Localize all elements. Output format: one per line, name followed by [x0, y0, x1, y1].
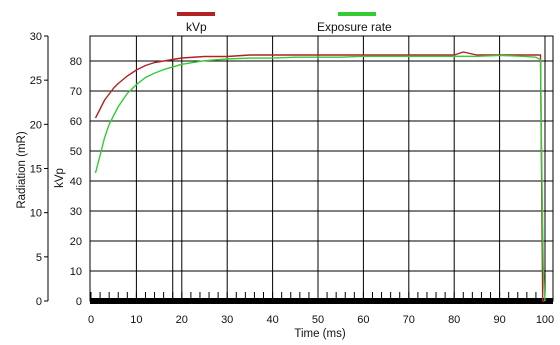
radiation-tick-label: 15: [30, 164, 42, 176]
time-tick-label: 40: [266, 314, 278, 326]
kvp-tick-label: 80: [70, 56, 82, 68]
plot-area: [89, 35, 554, 302]
radiation-tick-label: 20: [30, 119, 42, 131]
legend-swatch-exposure-rate: [338, 12, 376, 16]
radiation-tick-label: 30: [30, 31, 42, 43]
y-axis-title-radiation: Radiation (mR): [16, 131, 28, 208]
radiation-tick-label: 5: [36, 252, 42, 264]
kvp-tick-label: 10: [70, 266, 82, 278]
legend-swatch-kvp: [177, 12, 215, 16]
time-tick-label: 50: [312, 314, 324, 326]
kvp-tick-label: 50: [70, 146, 82, 158]
time-tick-label: 60: [357, 314, 369, 326]
kvp-tick-label: 70: [70, 86, 82, 98]
kvp-axis: 0 10 20 30 40 50 60 70 80: [70, 56, 82, 308]
time-tick-label: 0: [88, 314, 94, 326]
time-tick-label: 70: [403, 314, 415, 326]
time-tick-label: 10: [130, 314, 142, 326]
time-tick-label: 20: [176, 314, 188, 326]
timeline-bar-fill: [90, 298, 553, 304]
legend-label-exposure-rate: Exposure rate: [317, 20, 392, 34]
kvp-tick-label: 30: [70, 206, 82, 218]
kvp-tick-label: 40: [70, 176, 82, 188]
legend: kVp Exposure rate: [177, 12, 392, 34]
radiation-axis: 0 5 10 15 20 25 30: [30, 31, 49, 308]
series-group: [94, 51, 546, 302]
kvp-tick-label: 60: [70, 116, 82, 128]
radiation-tick-label: 10: [30, 208, 42, 220]
time-tick-label: 90: [493, 314, 505, 326]
timeline-bar: [90, 292, 553, 304]
time-tick-label: 80: [448, 314, 460, 326]
time-axis: 0 10 20 30 40 50 60 70 80 90 100: [88, 314, 554, 326]
radiation-tick-label: 25: [30, 75, 42, 87]
time-tick-label: 30: [221, 314, 233, 326]
y-axis-title-kvp: kVp: [54, 168, 66, 188]
time-tick-label: 100: [536, 314, 554, 326]
x-axis-title: Time (ms): [294, 328, 345, 340]
series-line-exposure-rate: [94, 54, 546, 302]
legend-label-kvp: kVp: [186, 20, 207, 34]
kvp-tick-label: 0: [76, 296, 82, 308]
grid: [90, 36, 553, 301]
radiation-tick-label: 0: [36, 296, 42, 308]
kvp-tick-label: 20: [70, 236, 82, 248]
